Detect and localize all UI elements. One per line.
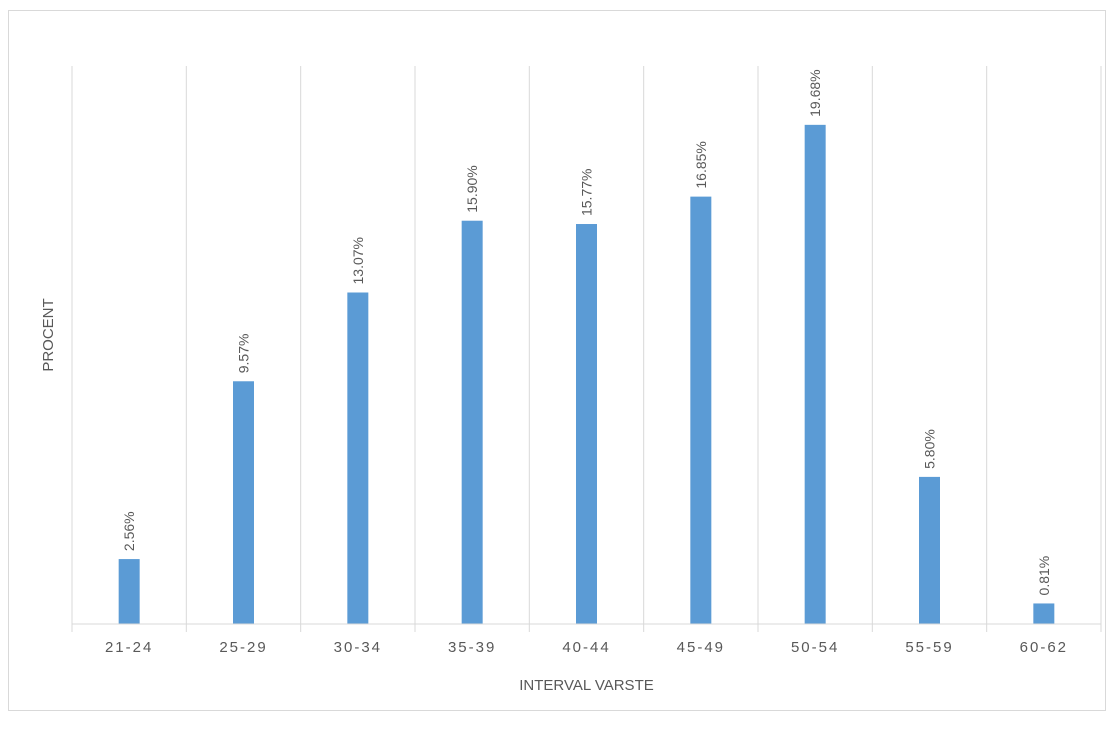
data-label: 15.77% bbox=[579, 169, 595, 216]
x-tick-label: 45-49 bbox=[677, 639, 725, 656]
data-label: 19.68% bbox=[807, 69, 823, 116]
bar-40-44 bbox=[576, 224, 597, 625]
bar-45-49 bbox=[690, 196, 712, 624]
bar-chart: 2.56% 9.57% 13.07% 15.90% 15.77% 16.85% 19.68%… bbox=[40, 66, 1102, 694]
bars bbox=[118, 124, 1055, 625]
x-tick-label: 35-39 bbox=[448, 639, 496, 656]
bar-50-54 bbox=[804, 124, 826, 625]
data-label: 13.07% bbox=[350, 237, 366, 284]
x-axis-title: INTERVAL VARSTE bbox=[519, 677, 653, 694]
bar-60-62 bbox=[1033, 603, 1055, 624]
x-tick-labels: 21-24 25-29 30-34 35-39 40-44 45-49 50-54 55-59… bbox=[105, 639, 1068, 656]
bar-35-39 bbox=[461, 220, 483, 624]
chart-area: 2.56% 9.57% 13.07% 15.90% 15.77% 16.85% 19.68%… bbox=[8, 10, 1106, 711]
x-tick-label: 50-54 bbox=[791, 639, 839, 656]
x-tick-label: 21-24 bbox=[105, 639, 153, 656]
data-label: 2.56% bbox=[121, 511, 137, 551]
x-tick-label: 30-34 bbox=[334, 639, 382, 656]
data-label: 9.57% bbox=[236, 334, 252, 374]
x-tick-label: 25-29 bbox=[219, 639, 267, 656]
y-axis-title: PROCENT bbox=[40, 298, 57, 371]
x-tick-label: 55-59 bbox=[905, 639, 953, 656]
data-label: 0.81% bbox=[1036, 556, 1052, 596]
data-label: 16.85% bbox=[693, 141, 709, 188]
data-label: 5.80% bbox=[922, 429, 938, 469]
bar-25-29 bbox=[233, 381, 254, 624]
x-tick-label: 40-44 bbox=[562, 639, 610, 656]
data-label: 15.90% bbox=[464, 165, 480, 212]
x-tick-label: 60-62 bbox=[1020, 639, 1068, 656]
data-labels: 2.56% 9.57% 13.07% 15.90% 15.77% 16.85% 19.68%… bbox=[121, 69, 1052, 595]
gridlines bbox=[71, 66, 1102, 632]
bar-21-24 bbox=[118, 559, 140, 624]
bar-30-34 bbox=[347, 292, 369, 624]
bar-55-59 bbox=[919, 476, 940, 624]
